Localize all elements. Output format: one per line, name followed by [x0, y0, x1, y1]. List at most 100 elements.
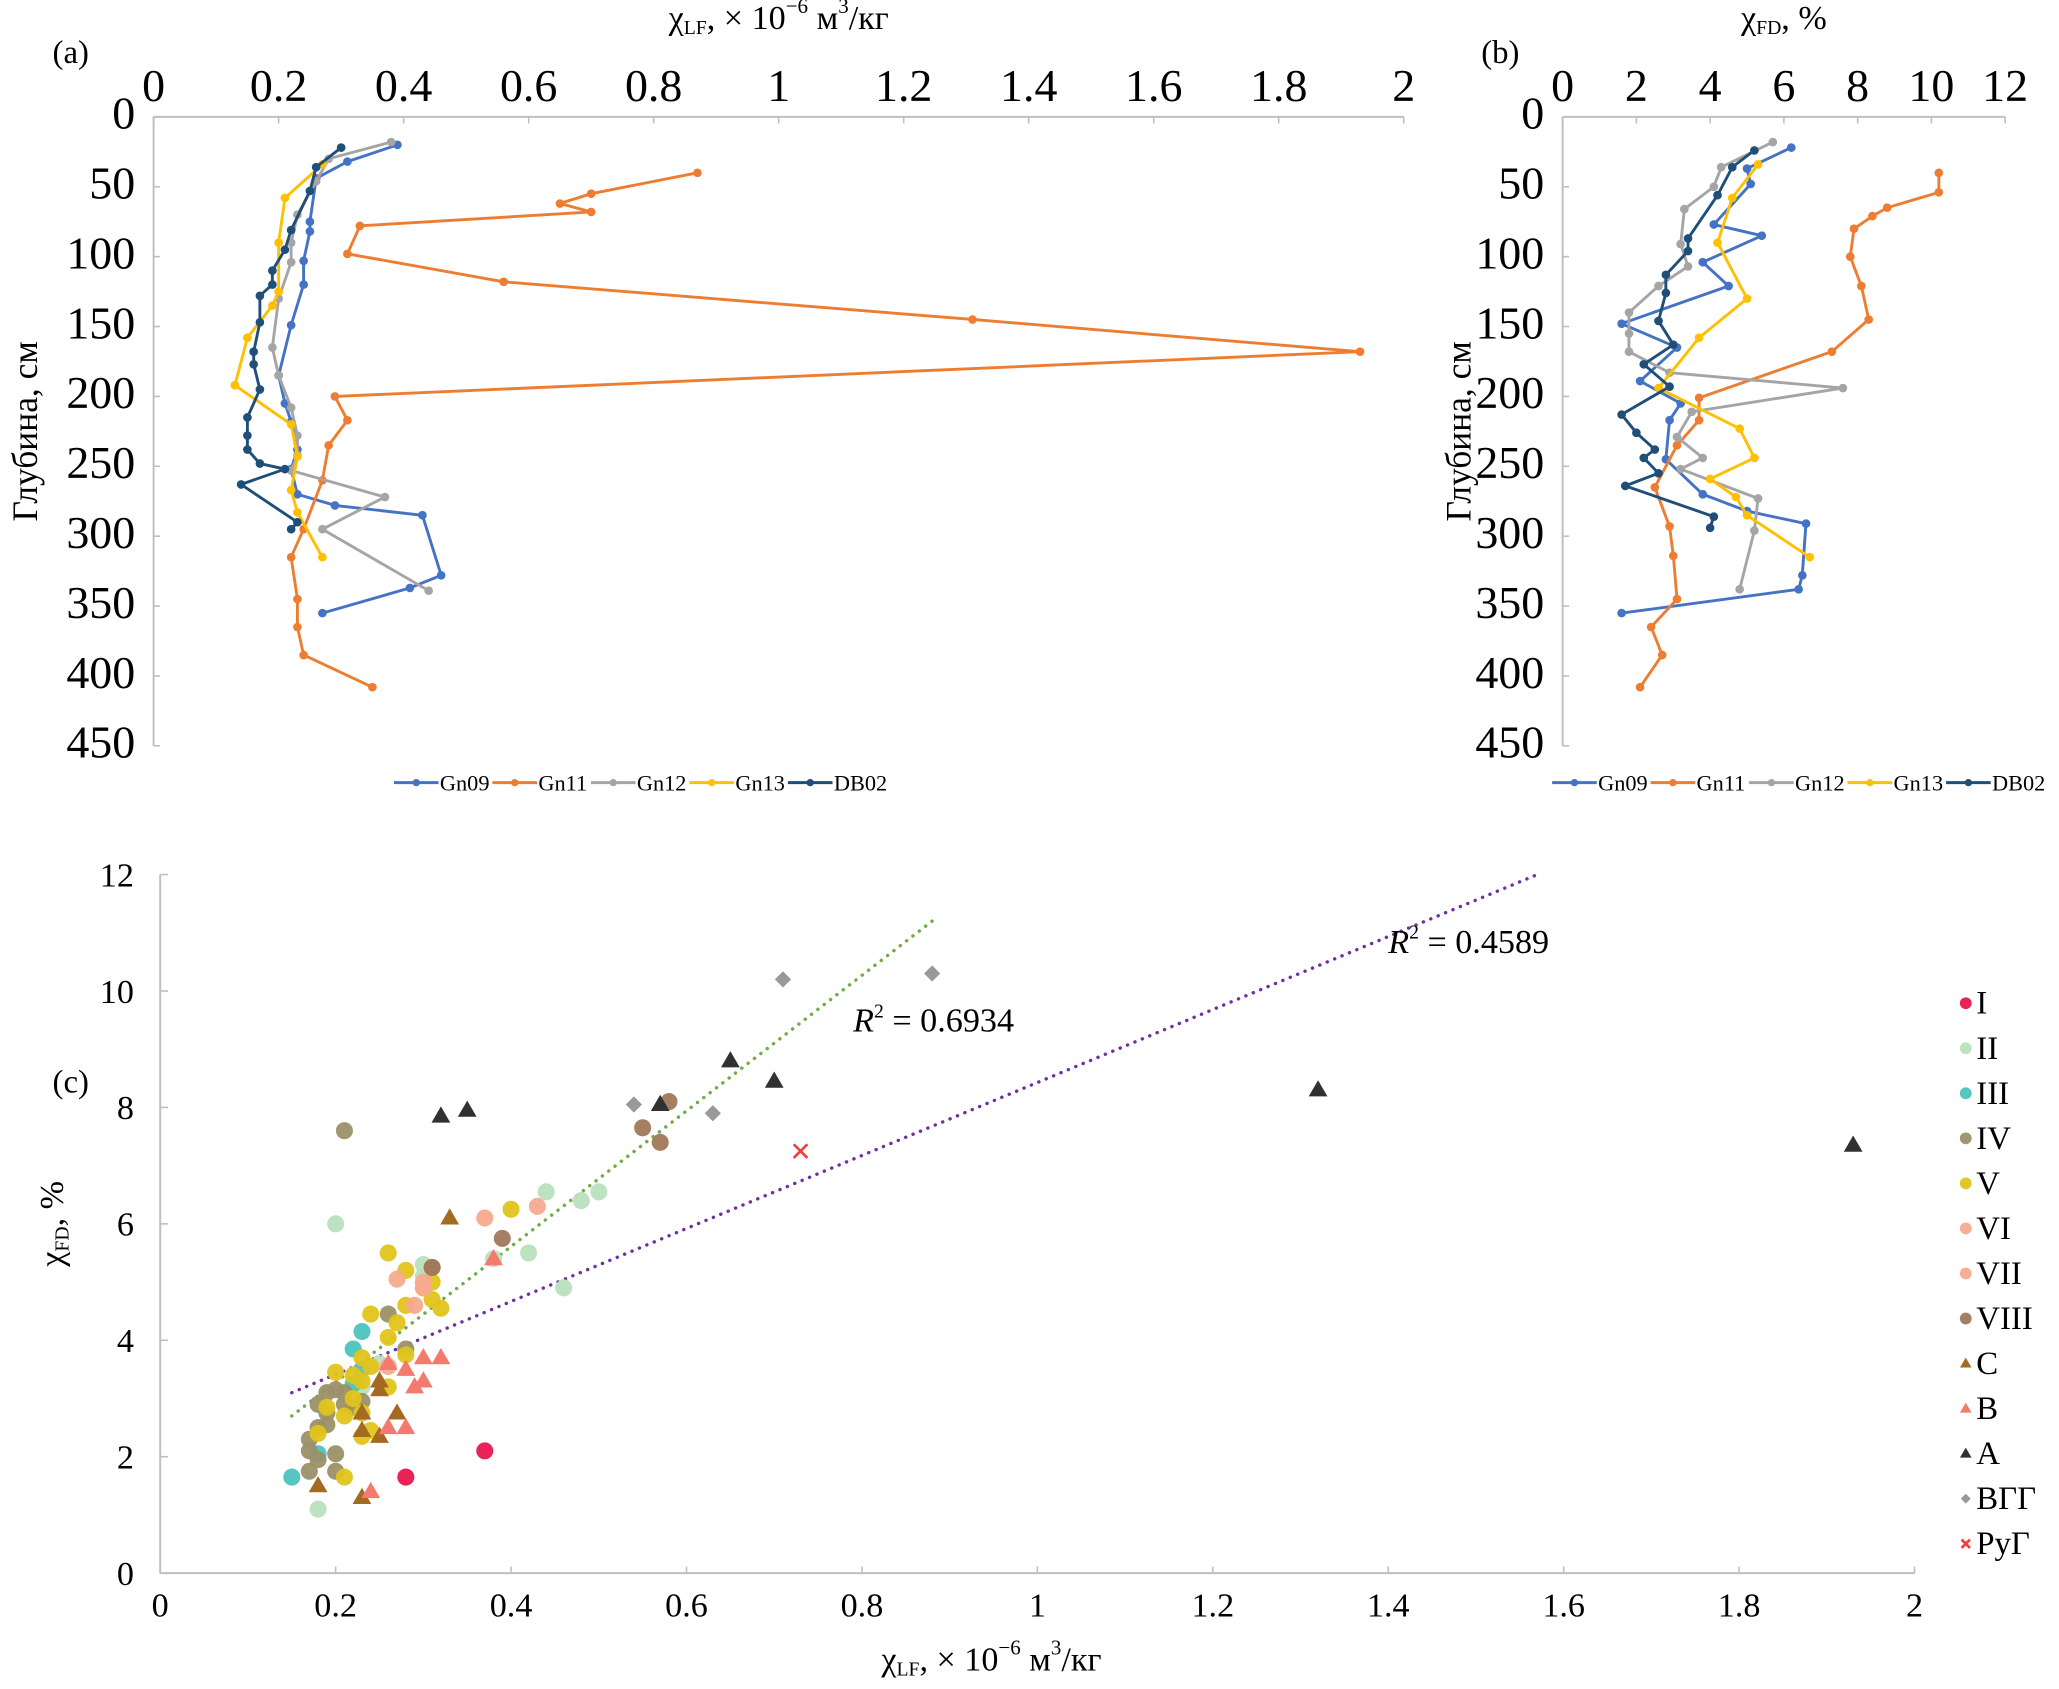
data-point: [330, 392, 340, 401]
x-tick-label: 0.2: [314, 1587, 357, 1624]
data-point: [1727, 193, 1737, 203]
data-point: [1735, 424, 1744, 433]
data-point: [1753, 160, 1763, 169]
data-point: [255, 459, 265, 468]
legend-item: VI: [1959, 1211, 2011, 1247]
data-point: [1661, 270, 1671, 280]
data-point: [1868, 211, 1877, 221]
data-point: [318, 524, 327, 534]
x-tick-label: 0.8: [841, 1587, 884, 1624]
series-Gn11: [1635, 168, 1944, 692]
data-point: [286, 320, 296, 330]
data-point: [1635, 376, 1645, 386]
y-tick-label: 150: [66, 297, 135, 348]
data-point: [1934, 168, 1944, 178]
data-point: [1676, 239, 1685, 249]
y-tick-label: 0: [117, 1556, 134, 1593]
data-point: [361, 1481, 381, 1499]
y-tick-label: 450: [66, 717, 135, 768]
data-point: [586, 189, 596, 199]
data-point: [1624, 329, 1634, 338]
data-point: [1753, 494, 1763, 503]
data-point: [280, 245, 290, 254]
legend-label: Gn09: [440, 771, 490, 796]
data-point: [1705, 474, 1715, 484]
data-point: [1639, 453, 1649, 463]
data-point: [484, 1249, 503, 1266]
legend-marker: [1960, 1493, 1971, 1504]
data-point: [502, 1200, 520, 1218]
trend-green-line: [290, 919, 934, 1418]
legend-item: IV: [1959, 1121, 2011, 1157]
data-point: [388, 1314, 406, 1332]
data-point: [405, 1377, 424, 1394]
legend-item: VIII: [1959, 1301, 2033, 1337]
data-point: [537, 1183, 555, 1201]
panel-c: 0 0.2 0.4 0.6 0.8 1 1.2 1.4 1.6 1.8 2 0 2 4 6 8 10 12 (c) χ…: [34, 857, 2036, 1680]
data-point: [413, 1348, 433, 1365]
y-tick-label: 350: [1475, 577, 1544, 628]
y-tick-label: 100: [1475, 227, 1544, 278]
data-point: [1624, 347, 1634, 357]
data-point: [1845, 252, 1855, 261]
data-point: [286, 403, 296, 412]
data-point: [343, 249, 352, 259]
legend-item: Gn11: [492, 771, 587, 796]
x-tick-label: 12: [1982, 60, 2028, 111]
data-point: [352, 1487, 372, 1504]
data-point: [693, 168, 702, 178]
data-point: [327, 1215, 345, 1233]
data-point: [286, 257, 296, 267]
legend-label: VII: [1976, 1256, 2022, 1292]
panel-label: (b): [1481, 35, 1519, 71]
x-tick-label: 2: [1392, 60, 1415, 111]
data-point: [299, 280, 308, 289]
data-point: [1639, 359, 1649, 369]
data-point: [280, 464, 290, 474]
legend-label: Gn13: [1894, 771, 1944, 796]
legend-marker: [1959, 1312, 1972, 1325]
data-point: [440, 1208, 460, 1225]
figure-root: 0 0.2 0.4 0.6 0.8 1 1.2 1.4 1.6 1.8 20501001502002…: [5, 0, 2046, 1681]
data-point: [397, 1468, 415, 1486]
legend-label: РуГ: [1976, 1526, 2030, 1562]
data-point: [1635, 682, 1645, 692]
data-point: [1864, 315, 1874, 324]
data-point: [431, 1348, 451, 1365]
r-squared-label: R2 = 0.6934: [852, 1000, 1014, 1039]
data-point: [286, 524, 296, 534]
legend-marker: [1959, 1177, 1972, 1190]
y-tick-label: 200: [66, 367, 135, 418]
series-VIII: [423, 1093, 678, 1277]
data-point: [243, 445, 252, 454]
data-point: [1646, 622, 1656, 632]
x-tick-label: 0.2: [250, 60, 307, 111]
series-РуГ: [792, 1143, 809, 1159]
data-point: [300, 1462, 318, 1480]
legend-marker: [806, 778, 814, 787]
legend-item: V: [1959, 1166, 2000, 1202]
legend-marker: [1959, 1042, 1972, 1055]
data-point: [1308, 1080, 1328, 1097]
data-point: [1650, 482, 1660, 492]
data-point: [1716, 162, 1726, 172]
series-line: [1627, 140, 1845, 590]
data-point: [586, 207, 596, 217]
data-point: [424, 586, 433, 596]
data-point: [280, 399, 290, 408]
data-point: [370, 1371, 389, 1388]
series-Gn13: [230, 160, 327, 562]
y-tick-label: 6: [117, 1207, 134, 1244]
legend-item: C: [1959, 1346, 1998, 1382]
data-point: [309, 1424, 327, 1442]
data-point: [387, 1403, 407, 1420]
y-tick-label: 250: [1475, 437, 1544, 488]
data-point: [243, 333, 252, 343]
data-point: [1709, 512, 1719, 521]
data-point: [625, 1096, 642, 1113]
legend-item: Gn11: [1650, 771, 1745, 796]
data-point: [650, 1094, 670, 1111]
data-point: [1750, 146, 1759, 155]
